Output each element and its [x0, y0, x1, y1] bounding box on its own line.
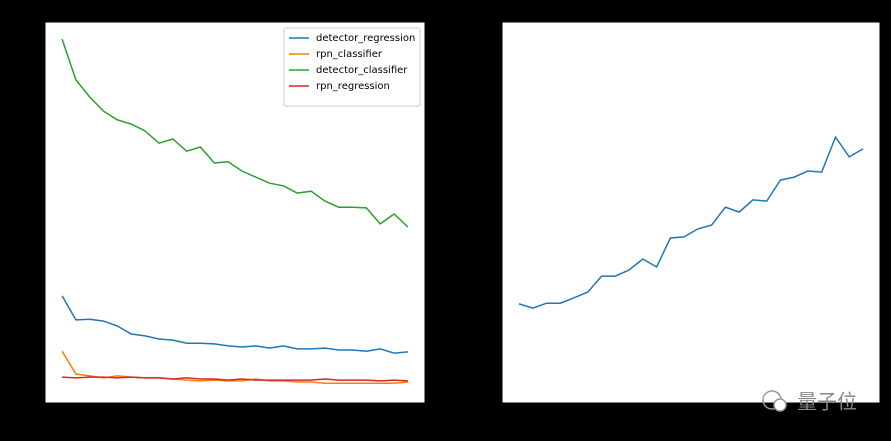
data-line	[61, 38, 409, 228]
watermark-logo	[762, 390, 787, 412]
legend-label: rpn_classifier	[316, 49, 383, 60]
data-line	[62, 376, 408, 382]
data-line	[518, 135, 864, 309]
legend-box	[283, 27, 421, 107]
data-line	[61, 350, 408, 384]
legend-label: detector_classifier	[316, 65, 408, 76]
legend-label: detector_regression	[316, 33, 415, 44]
plot-area	[501, 21, 881, 404]
data-line	[61, 295, 408, 354]
legend-label: rpn_regression	[316, 81, 390, 92]
watermark: 量子位	[797, 390, 857, 414]
